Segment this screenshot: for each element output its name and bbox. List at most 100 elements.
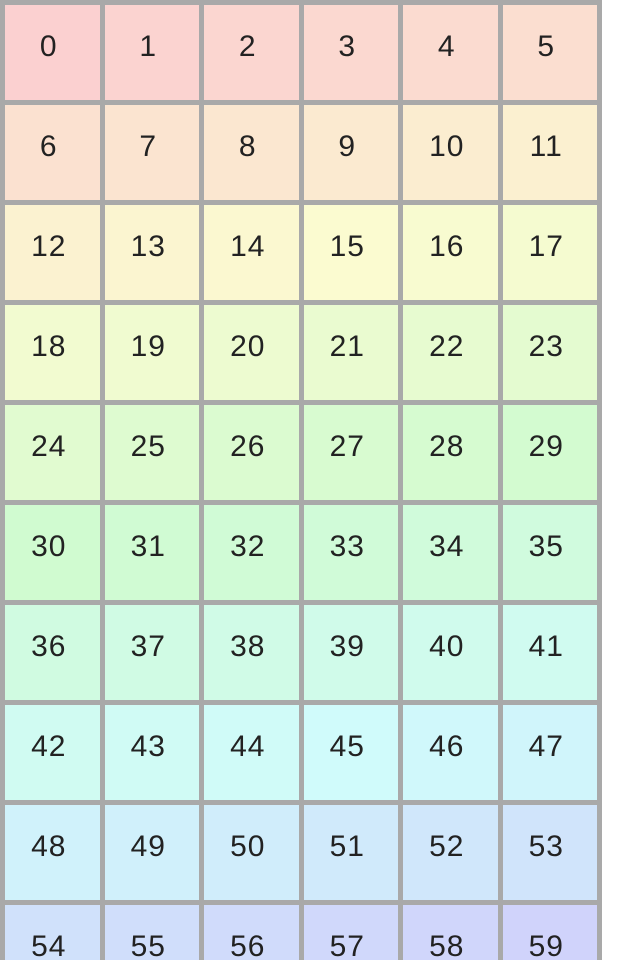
grid-cell[interactable]: 39 <box>303 605 398 700</box>
grid-cell-label: 15 <box>329 230 365 263</box>
grid-cell-label: 47 <box>528 730 564 763</box>
grid-cell[interactable]: 43 <box>104 705 199 800</box>
grid-cell-label: 48 <box>31 830 67 863</box>
grid-cell[interactable]: 27 <box>303 405 398 500</box>
grid-cell-label: 35 <box>528 530 564 563</box>
grid-cell[interactable]: 51 <box>303 805 398 900</box>
grid-cell[interactable]: 48 <box>5 805 100 900</box>
grid-cell[interactable]: 40 <box>403 605 498 700</box>
grid-cell[interactable]: 13 <box>104 205 199 300</box>
grid-cell[interactable]: 4 <box>403 5 498 100</box>
grid-cell[interactable]: 34 <box>403 505 498 600</box>
grid-cell[interactable]: 29 <box>502 405 597 500</box>
grid-cell-label: 19 <box>130 330 166 363</box>
grid-cell[interactable]: 24 <box>5 405 100 500</box>
grid-cell-label: 37 <box>130 630 166 663</box>
grid-cell-label: 52 <box>429 830 465 863</box>
grid-cell-label: 23 <box>528 330 564 363</box>
grid-cell-label: 22 <box>429 330 465 363</box>
grid-cell[interactable]: 10 <box>403 105 498 200</box>
grid-cell[interactable]: 37 <box>104 605 199 700</box>
grid-cell[interactable]: 31 <box>104 505 199 600</box>
grid-cell[interactable]: 28 <box>403 405 498 500</box>
grid-cell-label: 39 <box>329 630 365 663</box>
grid-cell-label: 2 <box>238 30 257 63</box>
grid-cell[interactable]: 5 <box>502 5 597 100</box>
grid-cell[interactable]: 58 <box>403 905 498 960</box>
grid-cell[interactable]: 33 <box>303 505 398 600</box>
grid-cell[interactable]: 11 <box>502 105 597 200</box>
grid-cell[interactable]: 52 <box>403 805 498 900</box>
grid-cell[interactable]: 21 <box>303 305 398 400</box>
grid-cell-label: 53 <box>528 830 564 863</box>
grid-cell[interactable]: 25 <box>104 405 199 500</box>
grid-cell-label: 33 <box>329 530 365 563</box>
grid-cell[interactable]: 19 <box>104 305 199 400</box>
grid-cell-label: 8 <box>238 130 257 163</box>
grid-cell-label: 18 <box>31 330 67 363</box>
grid-cell[interactable]: 20 <box>204 305 299 400</box>
grid-cell-label: 41 <box>528 630 564 663</box>
grid-cell[interactable]: 57 <box>303 905 398 960</box>
grid-cell[interactable]: 23 <box>502 305 597 400</box>
grid-cell-label: 28 <box>429 430 465 463</box>
grid-cell[interactable]: 7 <box>104 105 199 200</box>
grid-cell[interactable]: 36 <box>5 605 100 700</box>
grid-cell-label: 46 <box>429 730 465 763</box>
grid-cell-label: 44 <box>230 730 266 763</box>
grid-cell-label: 25 <box>130 430 166 463</box>
grid-cell[interactable]: 38 <box>204 605 299 700</box>
grid-cell[interactable]: 22 <box>403 305 498 400</box>
grid-cell[interactable]: 26 <box>204 405 299 500</box>
grid-cell[interactable]: 41 <box>502 605 597 700</box>
grid-cell-label: 36 <box>31 630 67 663</box>
grid-cell-label: 40 <box>429 630 465 663</box>
grid-cell[interactable]: 56 <box>204 905 299 960</box>
grid-cell[interactable]: 44 <box>204 705 299 800</box>
grid-cell-label: 32 <box>230 530 266 563</box>
grid-cell[interactable]: 45 <box>303 705 398 800</box>
grid-cell-label: 24 <box>31 430 67 463</box>
grid-cell[interactable]: 17 <box>502 205 597 300</box>
grid-cell[interactable]: 14 <box>204 205 299 300</box>
grid-cell[interactable]: 32 <box>204 505 299 600</box>
grid-cell-label: 0 <box>39 30 58 63</box>
grid-cell[interactable]: 16 <box>403 205 498 300</box>
grid-cell[interactable]: 6 <box>5 105 100 200</box>
grid-cell[interactable]: 46 <box>403 705 498 800</box>
grid-cell-label: 16 <box>429 230 465 263</box>
grid-cell-label: 38 <box>230 630 266 663</box>
grid-cell[interactable]: 59 <box>502 905 597 960</box>
grid-cell[interactable]: 9 <box>303 105 398 200</box>
grid-cell[interactable]: 42 <box>5 705 100 800</box>
grid-cell-label: 11 <box>529 130 563 163</box>
grid-cell[interactable]: 1 <box>104 5 199 100</box>
grid-cell[interactable]: 0 <box>5 5 100 100</box>
grid-cell[interactable]: 35 <box>502 505 597 600</box>
grid-cell[interactable]: 49 <box>104 805 199 900</box>
grid-cell[interactable]: 2 <box>204 5 299 100</box>
grid-cell[interactable]: 50 <box>204 805 299 900</box>
grid-cell-label: 9 <box>338 130 357 163</box>
grid-cell[interactable]: 3 <box>303 5 398 100</box>
grid-cell-label: 55 <box>130 930 166 960</box>
grid-cell[interactable]: 55 <box>104 905 199 960</box>
grid-cell[interactable]: 47 <box>502 705 597 800</box>
grid-cell-label: 14 <box>230 230 266 263</box>
grid-cell[interactable]: 54 <box>5 905 100 960</box>
grid-cell[interactable]: 12 <box>5 205 100 300</box>
grid-cell-label: 43 <box>130 730 166 763</box>
grid-cell-label: 4 <box>437 30 456 63</box>
grid-cell-label: 31 <box>130 530 166 563</box>
grid-cell[interactable]: 8 <box>204 105 299 200</box>
grid-cell-label: 6 <box>39 130 58 163</box>
grid-cell[interactable]: 30 <box>5 505 100 600</box>
grid-cell[interactable]: 15 <box>303 205 398 300</box>
grid-cell-label: 17 <box>528 230 564 263</box>
number-grid[interactable]: 0 1 2 3 4 5 6 7 8 9 10 11 12 13 14 15 16 17 18 19 20 21 22 23 24… <box>0 0 602 960</box>
grid-cell-label: 21 <box>329 330 365 363</box>
grid-cell-label: 54 <box>31 930 67 960</box>
grid-cell[interactable]: 18 <box>5 305 100 400</box>
grid-cell[interactable]: 53 <box>502 805 597 900</box>
